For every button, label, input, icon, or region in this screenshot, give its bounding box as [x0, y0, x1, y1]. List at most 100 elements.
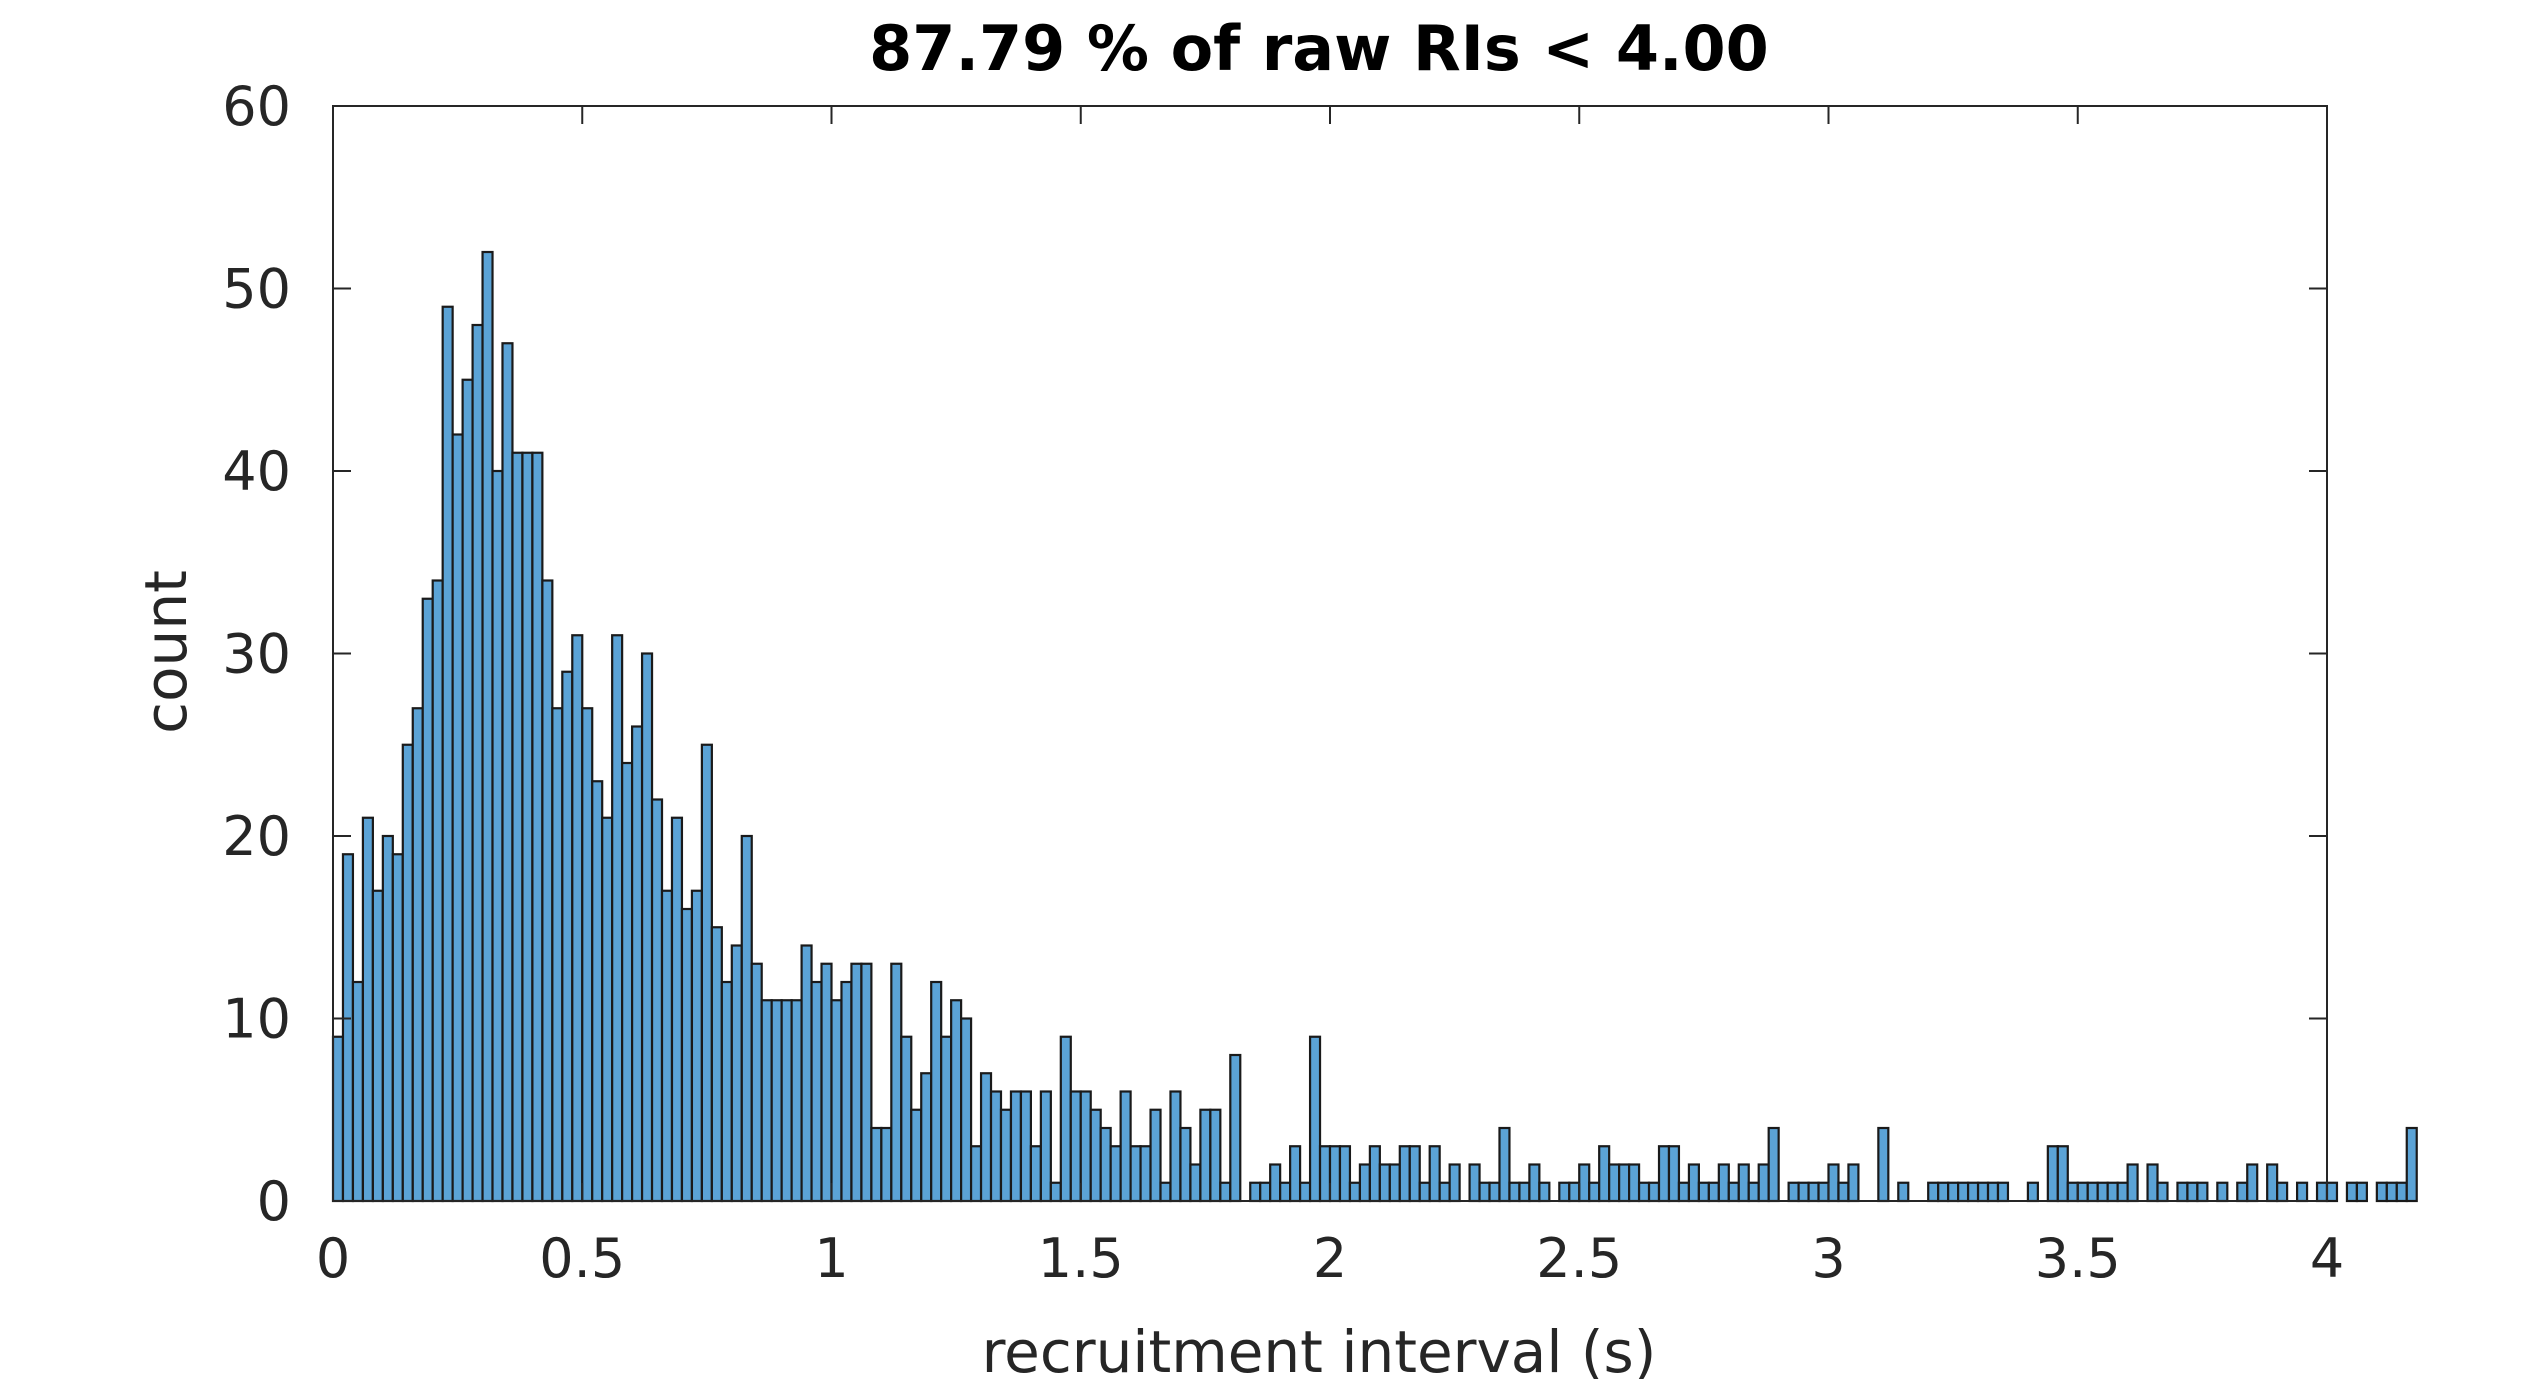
x-tick-label: 1.5 [1038, 1227, 1124, 1290]
histogram-bar [1897, 1181, 1910, 1203]
histogram-bar [2076, 1181, 2089, 1203]
histogram-bar [621, 761, 634, 1203]
histogram-bar [2405, 1126, 2418, 1203]
histogram-bar [531, 451, 544, 1203]
histogram-bar [1797, 1181, 1810, 1203]
histogram-bar [471, 323, 484, 1203]
histogram-bar [2295, 1181, 2309, 1203]
histogram-bar [1767, 1126, 1780, 1203]
histogram-bar [820, 962, 833, 1203]
histogram-bar [890, 962, 903, 1203]
x-tick-label: 0.5 [539, 1227, 625, 1290]
histogram-bar [1727, 1181, 1740, 1203]
histogram-bar [1667, 1145, 1681, 1203]
histogram-bar [1737, 1163, 1750, 1203]
x-axis-label: recruitment interval (s) [982, 1318, 1657, 1379]
histogram-bar [1368, 1145, 1381, 1203]
histogram-bar [371, 889, 384, 1203]
histogram-bar [1478, 1181, 1491, 1203]
y-axis-label: count [132, 570, 200, 734]
histogram-bar [2246, 1163, 2259, 1203]
y-tick-label: 20 [222, 805, 291, 868]
histogram-bar [1109, 1145, 1122, 1203]
histogram-bar [2196, 1181, 2209, 1203]
histogram-bar [1229, 1053, 1242, 1203]
histogram-bar [1957, 1181, 1970, 1203]
histogram-bar [2156, 1181, 2169, 1203]
histogram-bar [421, 597, 434, 1203]
histogram-bar [1378, 1163, 1391, 1203]
histogram-bar [461, 378, 474, 1203]
histogram-bar [591, 780, 604, 1203]
histogram-bar [999, 1108, 1013, 1203]
histogram-bar [760, 999, 773, 1203]
histogram-bar [920, 1072, 933, 1203]
histogram-bar [2236, 1181, 2249, 1203]
x-tick-label: 0 [316, 1227, 350, 1290]
histogram-bar [2086, 1181, 2099, 1203]
x-tick-label: 1 [814, 1227, 848, 1290]
histogram-bar [581, 707, 594, 1203]
y-tick-label: 30 [222, 623, 291, 686]
histogram-bar [491, 469, 504, 1203]
histogram-bar [700, 743, 713, 1203]
histogram-bar [441, 305, 454, 1203]
histogram-bar [1259, 1181, 1272, 1203]
histogram-bar [481, 250, 494, 1203]
histogram-bar [2355, 1181, 2368, 1203]
histogram-bar [1159, 1181, 1172, 1203]
histogram-bar [1608, 1163, 1621, 1203]
histogram-bar [1019, 1090, 1032, 1203]
histogram-bar [2276, 1181, 2289, 1203]
histogram-bar [1538, 1181, 1551, 1203]
histogram-bar [1358, 1163, 1371, 1203]
histogram-bar [1069, 1090, 1082, 1203]
histogram-bar [1996, 1181, 2010, 1203]
histogram-bar [1807, 1181, 1820, 1203]
histogram-bar [551, 707, 564, 1203]
histogram-bar [1498, 1126, 1511, 1203]
histogram-bar [1627, 1163, 1641, 1203]
histogram-bar [740, 834, 753, 1203]
histogram-bar [1687, 1163, 1700, 1203]
histogram-bar [1348, 1181, 1362, 1203]
histogram-bar [790, 999, 803, 1203]
histogram-bar [1518, 1181, 1531, 1203]
histogram-bar [1059, 1035, 1072, 1203]
histogram-bar [1279, 1181, 1292, 1203]
histogram-bar [1269, 1163, 1282, 1203]
histogram-bar [730, 944, 743, 1203]
histogram-bar [2096, 1181, 2109, 1203]
histogram-bar [1308, 1035, 1322, 1203]
histogram-bar [1298, 1181, 1312, 1203]
histogram-bar [1707, 1181, 1720, 1203]
histogram-bar [910, 1108, 923, 1203]
histogram-bar [2056, 1145, 2069, 1203]
histogram-bar [2345, 1181, 2359, 1203]
histogram-bar [1149, 1108, 1162, 1203]
x-tick-label: 2 [1313, 1227, 1347, 1290]
histogram-bar [2106, 1181, 2119, 1203]
histogram-bar [870, 1126, 883, 1203]
histogram-bar [1199, 1108, 1212, 1203]
histogram-bar [2126, 1163, 2139, 1203]
histogram-bar [361, 816, 374, 1203]
histogram-bar [411, 707, 424, 1203]
histogram-bar [1428, 1145, 1441, 1203]
histogram-bar [1249, 1181, 1262, 1203]
histogram-bar [1677, 1181, 1691, 1203]
histogram-bar [1578, 1163, 1591, 1203]
histogram-bar [1009, 1090, 1023, 1203]
histogram-bar [1508, 1181, 1521, 1203]
histogram-bar [900, 1035, 913, 1203]
histogram-bar [1827, 1163, 1840, 1203]
histogram-bar [511, 451, 524, 1203]
histogram-bar [1657, 1145, 1671, 1203]
y-tick-label: 0 [257, 1170, 291, 1233]
histogram-bar [710, 926, 723, 1203]
x-tick-label: 4 [2310, 1227, 2344, 1290]
histogram-bar [830, 999, 843, 1203]
